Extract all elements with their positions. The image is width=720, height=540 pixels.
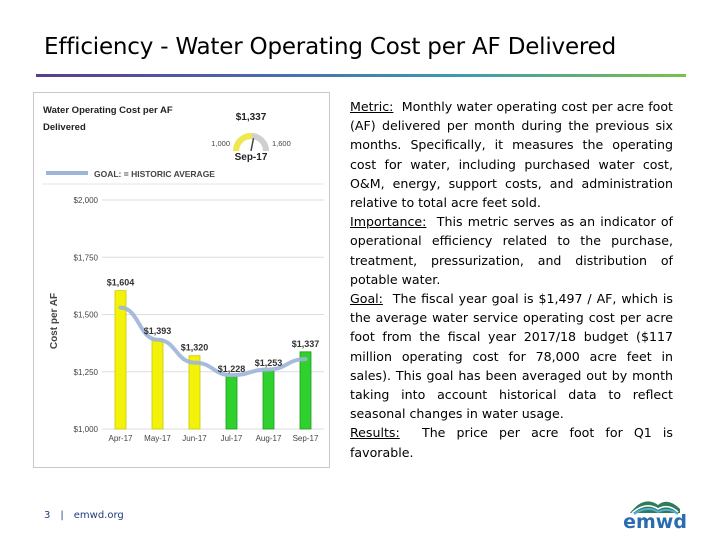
results-body: The price per acre foot for Q1 is favora… <box>350 425 673 460</box>
importance-body: This metric serves as an indicator of op… <box>350 214 673 287</box>
y-tick-label: $1,000 <box>74 425 99 434</box>
page-number: 3 <box>44 510 51 521</box>
data-label: $1,253 <box>255 358 283 368</box>
gauge-max-label: 1,600 <box>272 139 291 148</box>
gauge-needle <box>250 138 255 152</box>
x-tick-label: Apr-17 <box>108 434 133 443</box>
results-heading: Results: <box>350 425 400 441</box>
importance-heading: Importance: <box>350 214 427 230</box>
importance-paragraph: Importance: This metric serves as an ind… <box>350 212 673 289</box>
chart-panel: Water Operating Cost per AF Delivered $1… <box>33 92 330 468</box>
gauge-title-line1: Water Operating Cost per AF <box>43 105 173 116</box>
y-tick-label: $2,000 <box>74 196 99 205</box>
mountain-logo-icon <box>630 501 680 515</box>
footer-separator: | <box>60 510 64 521</box>
cost-chart: Water Operating Cost per AF Delivered $1… <box>42 105 324 443</box>
data-label: $1,393 <box>144 326 172 336</box>
gauge-title-line2: Delivered <box>43 122 86 133</box>
x-tick-label: Jun-17 <box>182 434 207 443</box>
bar-jul-17 <box>225 376 238 430</box>
gauge-period: Sep-17 <box>235 152 268 163</box>
y-tick-label: $1,250 <box>74 368 99 377</box>
y-axis-title: Cost per AF <box>49 293 60 349</box>
gauge-arc-fill <box>232 133 253 152</box>
gauge-value: $1,337 <box>236 112 267 123</box>
y-tick-label: $1,750 <box>74 253 99 262</box>
data-label: $1,337 <box>292 339 320 349</box>
tick-layer: $1,000 $1,250 $1,500 $1,750 $2,000 Apr-17 May-… <box>74 196 319 443</box>
bar-layer <box>114 290 312 430</box>
goal-heading: Goal: <box>350 291 383 307</box>
legend-goal-label: GOAL: = HISTORIC AVERAGE <box>94 169 215 179</box>
results-paragraph: Results: The price per acre foot for Q1 … <box>350 423 673 461</box>
metric-paragraph: Metric: Monthly water operating cost per… <box>350 97 673 212</box>
x-tick-label: May-17 <box>144 434 171 443</box>
grid-layer <box>102 199 324 430</box>
bar-jun-17 <box>188 355 201 430</box>
goal-layer <box>118 305 308 378</box>
bar-aug-17 <box>262 370 275 430</box>
title-divider <box>36 74 686 77</box>
goal-paragraph: Goal: The fiscal year goal is $1,497 / A… <box>350 289 673 423</box>
x-tick-label: Sep-17 <box>293 434 319 443</box>
data-label: $1,320 <box>181 343 209 353</box>
emwd-logo: emwd <box>622 493 688 533</box>
gauge-min-label: 1,000 <box>211 139 230 148</box>
y-tick-label: $1,500 <box>74 311 99 320</box>
logo-wordmark: emwd <box>623 511 687 533</box>
goal-body: The fiscal year goal is $1,497 / AF, whi… <box>350 291 673 422</box>
goal-line <box>118 305 308 378</box>
label-layer: $1,604 $1,393 $1,320 $1,228 $1,253 $1,337 <box>107 278 320 374</box>
footer-link[interactable]: emwd.org <box>73 510 124 521</box>
metric-heading: Metric: <box>350 99 394 114</box>
bar-may-17 <box>151 338 164 430</box>
bar-apr-17 <box>114 290 127 430</box>
x-tick-label: Aug-17 <box>256 434 282 443</box>
gauge <box>232 133 269 152</box>
data-label: $1,228 <box>218 364 246 374</box>
slide-title: Efficiency - Water Operating Cost per AF… <box>44 34 616 60</box>
data-label: $1,604 <box>107 278 135 288</box>
description: Metric: Monthly water operating cost per… <box>350 97 673 462</box>
x-tick-label: Jul-17 <box>221 434 243 443</box>
footer: 3 | emwd.org <box>44 510 124 521</box>
bar-sep-17 <box>299 351 312 430</box>
metric-body: Monthly water operating cost per acre fo… <box>350 99 673 211</box>
